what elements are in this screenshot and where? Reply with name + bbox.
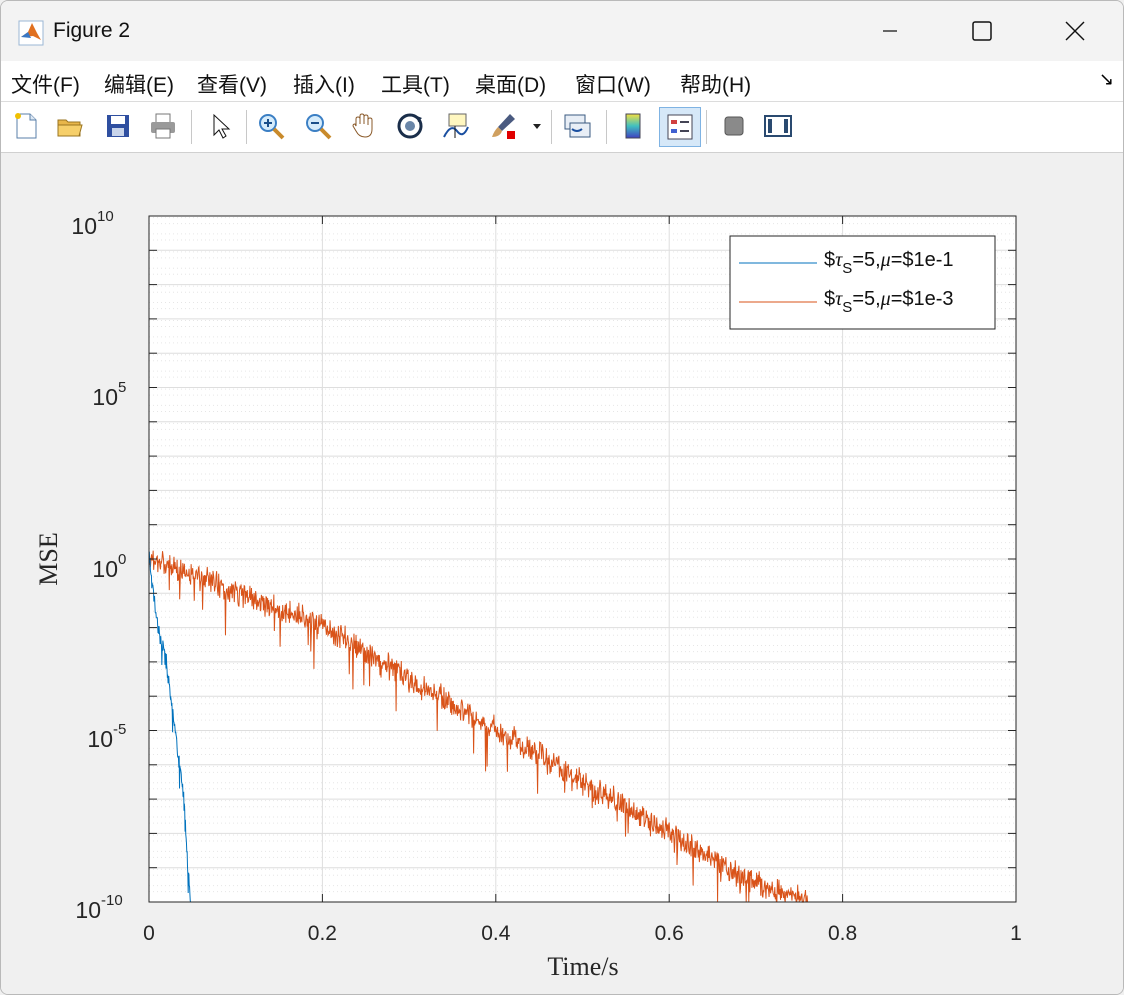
y-tick-exponent: -5 — [113, 721, 126, 738]
data-cursor-icon — [443, 113, 469, 138]
figure-canvas: 0 0.2 0.4 0.6 0.8 1 10 10 10 5 10 0 10 -… — [1, 153, 1123, 994]
maximize-button[interactable] — [936, 1, 1028, 61]
rotate-button[interactable] — [394, 110, 426, 142]
show-plot-tools-icon — [764, 115, 792, 137]
hide-plot-tools-button[interactable] — [718, 110, 750, 142]
minimize-button[interactable] — [844, 1, 936, 61]
print-icon — [151, 113, 175, 139]
new-file-button[interactable] — [10, 110, 42, 142]
zoom-in-button[interactable] — [255, 110, 287, 142]
save-icon — [107, 115, 129, 137]
x-axis-label: Time/s — [547, 952, 618, 981]
x-tick-label: 0.2 — [308, 922, 337, 945]
close-button[interactable] — [1029, 1, 1121, 61]
x-tick-label: 0.6 — [655, 922, 684, 945]
brush-icon — [492, 114, 515, 139]
pointer-icon — [213, 113, 231, 139]
y-tick-exponent: 10 — [97, 208, 114, 225]
save-button[interactable] — [102, 110, 134, 142]
legend-entry-mu-1e-1: $τS=5,μ=$1e-1 — [824, 249, 954, 277]
menu-file[interactable]: 文件(F) — [11, 74, 80, 97]
y-axis-label: MSE — [34, 532, 63, 585]
y-tick-base: 10 — [92, 556, 118, 582]
menu-view[interactable]: 查看(V) — [197, 74, 267, 97]
menu-edit[interactable]: 编辑(E) — [104, 74, 174, 97]
y-tick-label: 10 10 — [71, 208, 113, 239]
menu-insert[interactable]: 插入(I) — [293, 74, 355, 97]
legend-box — [729, 235, 996, 330]
grid-lines — [149, 216, 1016, 902]
menu-help[interactable]: 帮助(H) — [680, 74, 752, 97]
colorbar-icon — [625, 113, 641, 139]
maximize-icon — [972, 21, 992, 41]
brush-dropdown[interactable] — [528, 110, 546, 142]
new-file-icon — [15, 113, 37, 139]
y-tick-exponent: 0 — [118, 551, 126, 568]
menu-desktop[interactable]: 桌面(D) — [475, 74, 547, 97]
mse-chart: 0 0.2 0.4 0.6 0.8 1 10 10 10 5 10 0 10 -… — [34, 208, 1022, 981]
close-icon — [1065, 21, 1085, 41]
toolbar — [1, 102, 1123, 153]
menu-window[interactable]: 窗口(W) — [575, 74, 651, 97]
rotate-3d-icon — [397, 113, 423, 139]
y-tick-label: 10 5 — [92, 379, 126, 410]
zoom-out-button[interactable] — [302, 110, 334, 142]
zoom-out-icon — [306, 114, 332, 140]
minimize-icon — [883, 30, 897, 32]
y-tick-exponent: -10 — [101, 892, 123, 909]
y-tick-base: 10 — [71, 213, 97, 239]
show-plot-tools-button[interactable] — [762, 110, 794, 142]
colorbar-button[interactable] — [617, 110, 649, 142]
ticks — [148, 215, 1017, 903]
x-tick-label: 1 — [1010, 922, 1022, 945]
hide-plot-tools-icon — [724, 116, 744, 136]
matlab-logo-icon — [18, 20, 44, 46]
x-tick-label: 0 — [143, 922, 155, 945]
pan-button[interactable] — [348, 110, 380, 142]
window-title: Figure 2 — [53, 19, 131, 42]
y-tick-base: 10 — [92, 384, 118, 410]
title-bar: Figure 2 — [1, 1, 1123, 61]
open-button[interactable] — [54, 110, 86, 142]
chevron-down-icon — [533, 124, 541, 129]
legend[interactable]: $τS=5,μ=$1e-1 $τS=5,μ=$1e-3 — [729, 235, 996, 330]
menu-tools[interactable]: 工具(T) — [381, 74, 450, 97]
data-cursor-button[interactable] — [440, 110, 472, 142]
pan-hand-icon — [352, 113, 373, 138]
y-tick-label: 10 -5 — [87, 721, 126, 752]
legend-button[interactable] — [659, 107, 701, 147]
y-tick-exponent: 5 — [118, 379, 126, 396]
dock-arrow-icon[interactable]: ↘ — [1099, 69, 1115, 89]
x-tick-label: 0.4 — [481, 922, 511, 945]
print-button[interactable] — [147, 110, 179, 142]
legend-icon — [667, 114, 693, 140]
menu-bar: 文件(F) 编辑(E) 查看(V) 插入(I) 工具(T) 桌面(D) 窗口(W… — [1, 61, 1123, 102]
link-plot-icon — [564, 114, 591, 138]
open-folder-icon — [57, 119, 83, 137]
legend-entry-mu-1e-3: $τS=5,μ=$1e-3 — [824, 288, 954, 316]
pointer-button[interactable] — [204, 110, 236, 142]
x-tick-label: 0.8 — [828, 922, 857, 945]
brush-button[interactable] — [487, 110, 519, 142]
link-plot-button[interactable] — [561, 110, 593, 142]
y-tick-base: 10 — [87, 726, 113, 752]
y-tick-label: 10 -10 — [75, 892, 122, 923]
y-tick-label: 10 0 — [92, 551, 126, 582]
zoom-in-icon — [259, 114, 285, 140]
y-tick-base: 10 — [75, 897, 101, 923]
